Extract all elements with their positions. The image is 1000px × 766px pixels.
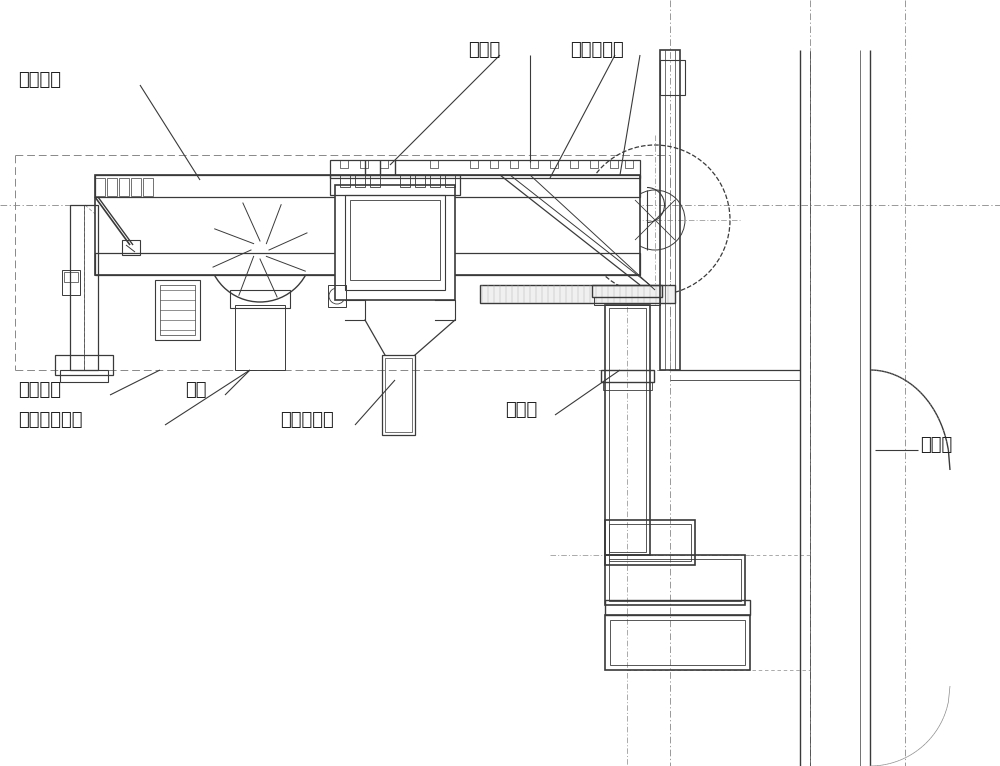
Bar [605,520,695,565]
Bar [550,160,558,168]
Bar [60,370,108,382]
Bar [107,178,117,196]
Bar [95,175,640,275]
Bar [382,355,415,435]
Bar [610,620,745,665]
Bar [510,160,518,168]
Bar [430,160,438,168]
Bar [330,175,460,195]
Bar [155,280,200,340]
Bar [328,285,346,307]
Text: 高清摄像头: 高清摄像头 [570,41,624,59]
Bar [430,175,440,187]
Text: 主溜管: 主溜管 [920,436,952,454]
Bar [480,285,675,303]
Bar [570,160,578,168]
Text: 高压冲洗单元: 高压冲洗单元 [18,411,82,429]
Bar [400,175,410,187]
Bar [95,175,640,197]
Bar [610,160,618,168]
Bar [355,175,365,187]
Bar [55,355,113,375]
Bar [660,50,680,370]
Bar [605,305,650,555]
Bar [345,195,445,290]
Text: 污水排水管: 污水排水管 [280,411,334,429]
Bar [590,160,598,168]
Bar [95,178,105,196]
Text: 振打器: 振打器 [468,41,500,59]
Bar [62,270,80,295]
Bar [605,555,745,605]
Bar [235,305,285,370]
Text: 副溜管: 副溜管 [505,401,537,419]
Text: 装置外壳: 装置外壳 [18,71,61,89]
Bar [609,524,691,561]
Bar [340,175,350,187]
Bar [119,178,129,196]
Bar [530,160,538,168]
Bar [330,160,640,178]
Bar [385,358,412,432]
Bar [70,205,98,370]
Bar [122,240,140,255]
Bar [415,175,425,187]
Bar [131,178,141,196]
Bar [609,308,646,552]
Bar [230,290,290,308]
Bar [370,175,380,187]
Bar [340,160,348,168]
Bar [603,382,652,390]
Bar [592,285,662,297]
Bar [95,253,640,275]
Bar [160,285,195,335]
Bar [64,272,78,282]
Bar [143,178,153,196]
Bar [470,160,478,168]
Text: 主控单元: 主控单元 [18,381,61,399]
Bar [594,297,660,305]
Bar [350,200,440,280]
Bar [605,600,750,615]
Bar [625,160,633,168]
Bar [605,615,750,670]
Text: 风机: 风机 [185,381,207,399]
Bar [445,175,455,187]
Bar [601,370,654,382]
Bar [660,60,685,95]
Bar [360,160,368,168]
Bar [380,160,388,168]
Bar [490,160,498,168]
Bar [335,185,455,300]
Bar [609,559,741,601]
